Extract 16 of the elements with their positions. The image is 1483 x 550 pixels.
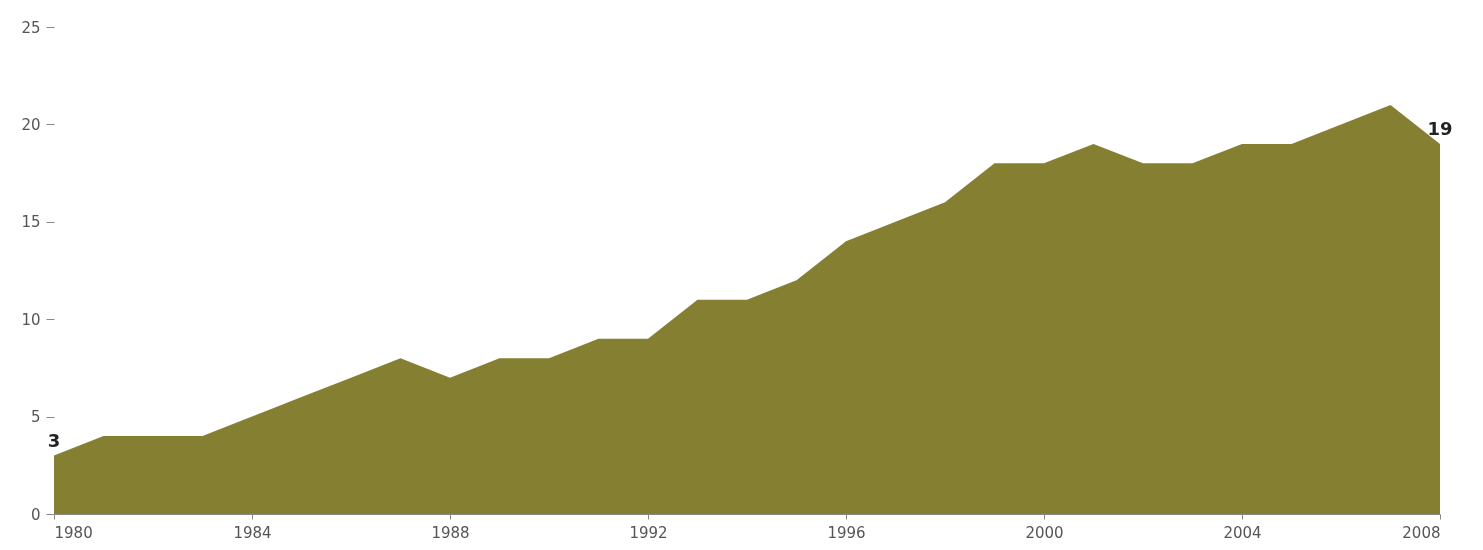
x-tick-label: 2000 (1025, 523, 1064, 542)
y-tick-label: 10 (21, 310, 41, 329)
x-tick-label: 1984 (233, 523, 272, 542)
y-tick-label: 0 (30, 505, 41, 524)
x-tick-label: 1980 (54, 523, 93, 542)
data-label: 19 (1427, 117, 1453, 139)
x-tick-label: 1988 (431, 523, 470, 542)
y-tick-label: 25 (21, 18, 41, 37)
x-tick-label: 2004 (1223, 523, 1262, 542)
x-tick-label: 2008 (1402, 523, 1441, 542)
x-tick-label: 1992 (629, 523, 668, 542)
y-tick-label: 15 (21, 213, 41, 232)
y-tick-label: 5 (30, 408, 41, 427)
x-tick-label: 1996 (827, 523, 866, 542)
y-tick-label: 20 (21, 115, 41, 134)
data-label: 3 (47, 429, 61, 451)
